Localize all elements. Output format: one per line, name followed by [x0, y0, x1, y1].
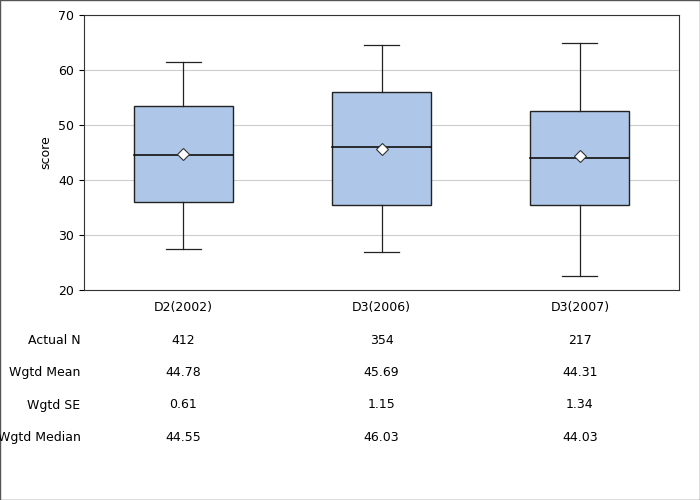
Text: Wgtd Median: Wgtd Median: [0, 431, 80, 444]
Text: 412: 412: [172, 334, 195, 346]
Text: D3(2007): D3(2007): [550, 301, 610, 314]
Text: 44.78: 44.78: [165, 366, 201, 379]
Bar: [332, 92, 431, 205]
Text: 45.69: 45.69: [364, 366, 399, 379]
Text: 1.34: 1.34: [566, 398, 594, 411]
Text: 217: 217: [568, 334, 592, 346]
Text: Actual N: Actual N: [28, 334, 80, 346]
Text: 46.03: 46.03: [364, 431, 399, 444]
Text: 44.55: 44.55: [165, 431, 201, 444]
Text: Wgtd SE: Wgtd SE: [27, 398, 81, 411]
Text: 354: 354: [370, 334, 393, 346]
Y-axis label: score: score: [40, 136, 52, 170]
Text: D2(2002): D2(2002): [154, 301, 213, 314]
Text: Wgtd Mean: Wgtd Mean: [9, 366, 80, 379]
Text: D3(2006): D3(2006): [352, 301, 411, 314]
Bar: [531, 112, 629, 205]
Text: 44.03: 44.03: [562, 431, 598, 444]
Text: 1.15: 1.15: [368, 398, 395, 411]
Text: 44.31: 44.31: [562, 366, 598, 379]
Bar: [134, 106, 232, 202]
Text: 0.61: 0.61: [169, 398, 197, 411]
